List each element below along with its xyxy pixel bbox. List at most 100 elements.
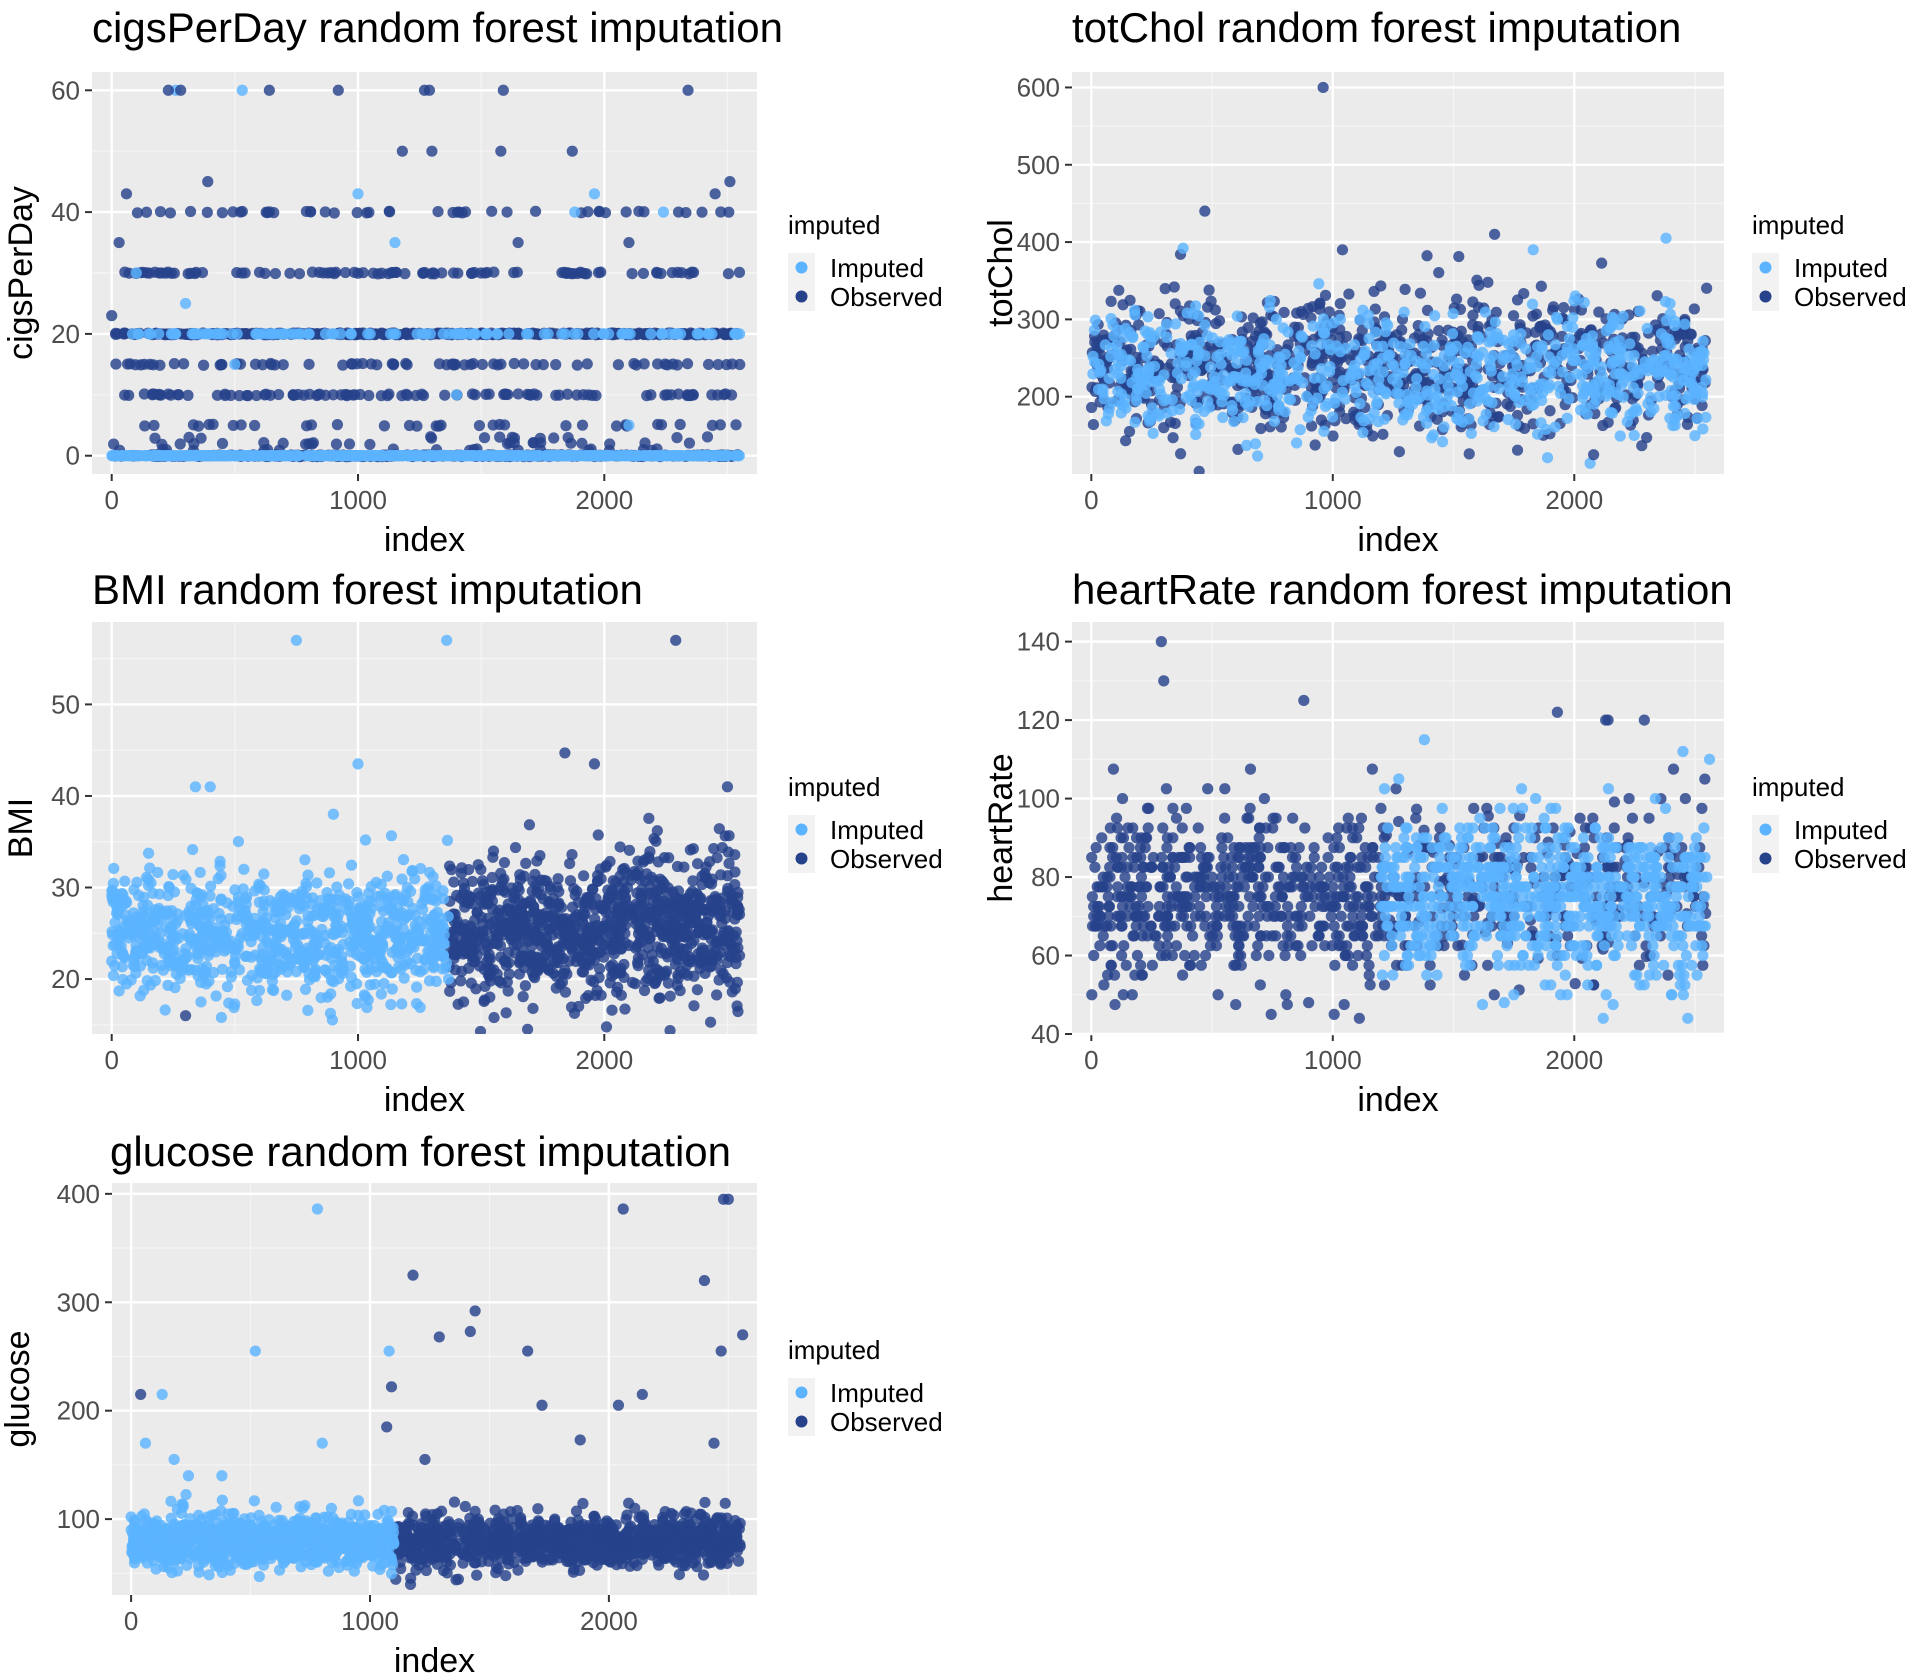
- imputed-outlier-point: [1660, 232, 1672, 244]
- imputed-outlier-point: [588, 188, 601, 200]
- imputed-point: [1664, 412, 1676, 424]
- imputed-point: [1397, 414, 1409, 426]
- imputed-point: [1147, 427, 1159, 439]
- legend-label-observed: Observed: [1794, 282, 1907, 312]
- imputed-point: [1393, 388, 1405, 400]
- observed-point: [548, 955, 560, 967]
- observed-point: [567, 945, 579, 957]
- observed-point: [182, 389, 194, 401]
- imputed-point: [1507, 329, 1520, 341]
- imputed-point: [1181, 356, 1193, 369]
- imputed-point: [1252, 347, 1265, 359]
- observed-point: [319, 206, 331, 218]
- imputed-point: [557, 450, 570, 462]
- imputed-point: [1700, 374, 1712, 386]
- observed-point: [501, 438, 514, 450]
- imputed-point: [1369, 364, 1381, 376]
- observed-point: [679, 902, 691, 914]
- observed-point: [677, 924, 689, 936]
- points-layer: [1085, 81, 1713, 474]
- observed-point: [371, 359, 383, 371]
- observed-point: [555, 914, 567, 926]
- observed-point: [390, 266, 402, 278]
- imputed-point: [1386, 358, 1398, 370]
- imputed-point: [1497, 370, 1509, 383]
- imputed-point: [644, 450, 656, 462]
- imputed-point: [1202, 395, 1214, 407]
- observed-point: [307, 437, 319, 449]
- imputed-point: [624, 328, 636, 340]
- observed-point: [258, 437, 270, 449]
- observed-point: [645, 389, 657, 401]
- observed-point: [455, 975, 467, 987]
- imputed-point: [491, 328, 504, 340]
- imputed-point: [1581, 363, 1593, 375]
- observed-point: [480, 388, 492, 401]
- observed-point: [1544, 405, 1556, 417]
- imputed-point: [1284, 394, 1296, 406]
- observed-point: [696, 878, 708, 891]
- y-tick-label: 30: [51, 873, 80, 903]
- imputed-point: [486, 450, 498, 462]
- imputed-point: [1613, 319, 1625, 331]
- observed-point: [530, 907, 542, 919]
- imputed-point: [1427, 368, 1440, 381]
- observed-point: [681, 358, 694, 370]
- observed-point: [632, 855, 644, 867]
- observed-point: [476, 929, 488, 941]
- imputed-point: [1172, 357, 1184, 369]
- imputed-point: [256, 450, 268, 462]
- imputed-point: [1438, 360, 1450, 372]
- imputed-point: [715, 450, 727, 462]
- observed-outlier-point: [724, 176, 736, 188]
- imputed-point: [143, 328, 155, 340]
- observed-point: [710, 937, 722, 949]
- observed-point: [433, 358, 446, 370]
- imputed-point: [656, 450, 668, 462]
- observed-point: [732, 886, 744, 899]
- observed-point: [626, 976, 639, 989]
- imputed-point: [1514, 337, 1526, 349]
- imputed-point: [1160, 407, 1173, 419]
- observed-point: [657, 928, 669, 941]
- observed-point: [250, 389, 263, 402]
- imputed-point: [1467, 387, 1480, 399]
- imputed-point: [1089, 356, 1101, 368]
- observed-point: [138, 358, 150, 370]
- imputed-point: [1379, 386, 1392, 398]
- imputed-point: [1272, 370, 1284, 382]
- observed-point: [501, 206, 513, 218]
- observed-point: [618, 958, 630, 971]
- observed-point: [511, 328, 523, 340]
- imputed-point: [309, 450, 321, 462]
- y-tick-label: 300: [1017, 304, 1060, 334]
- observed-point: [674, 985, 686, 997]
- observed-point: [443, 860, 456, 872]
- imputed-point: [1190, 300, 1202, 312]
- imputed-point: [159, 1004, 171, 1016]
- imputed-point: [538, 328, 550, 340]
- observed-point: [557, 937, 569, 949]
- observed-point: [731, 935, 743, 947]
- observed-point: [335, 389, 347, 401]
- imputed-point: [1484, 326, 1496, 338]
- imputed-point: [177, 450, 189, 462]
- imputed-point: [1135, 372, 1147, 384]
- observed-point: [162, 388, 174, 400]
- imputed-point: [1680, 393, 1692, 405]
- observed-point: [623, 909, 636, 921]
- observed-point: [593, 971, 605, 984]
- observed-point: [633, 205, 645, 217]
- observed-point: [652, 358, 664, 370]
- observed-point: [724, 976, 736, 988]
- imputed-point: [1311, 392, 1323, 404]
- observed-point: [1535, 280, 1547, 292]
- observed-point: [593, 963, 606, 975]
- observed-point: [1602, 416, 1614, 428]
- imputed-point: [1263, 301, 1276, 313]
- imputed-point: [1503, 338, 1515, 350]
- imputed-point: [1231, 310, 1243, 322]
- observed-point: [1153, 308, 1165, 320]
- observed-point: [493, 904, 505, 916]
